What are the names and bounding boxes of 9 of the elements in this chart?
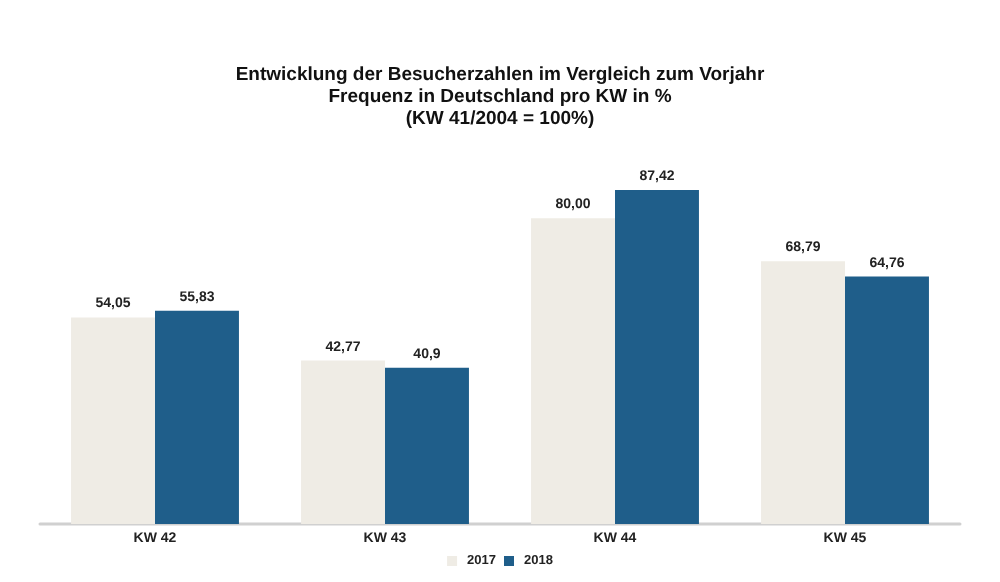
bar xyxy=(301,360,385,524)
bar xyxy=(385,367,469,524)
bar xyxy=(155,310,239,524)
bar xyxy=(71,317,155,524)
chart-title: Entwicklung der Besucherzahlen im Vergleich zum Vorjahr Frequenz in Deutschland pro KW in % (KW 41/2004 = 100%) xyxy=(235,64,765,130)
bar xyxy=(761,261,845,524)
bar xyxy=(615,190,699,524)
bar xyxy=(845,276,929,524)
bar xyxy=(531,218,615,524)
